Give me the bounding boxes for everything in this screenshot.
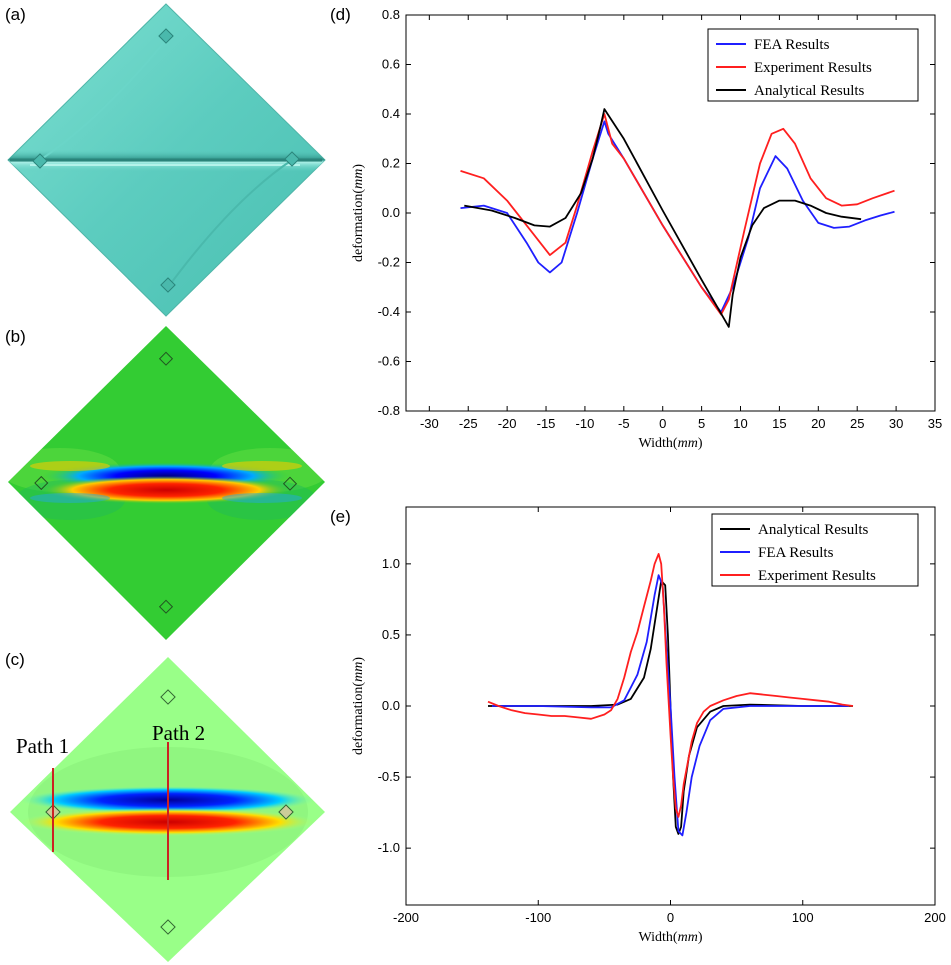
series-line-analytical-results — [464, 108, 862, 328]
y-tick-label: 0.6 — [382, 57, 400, 72]
y-tick-label: -0.8 — [378, 403, 400, 418]
x-tick-label: 30 — [889, 416, 903, 431]
x-tick-label: 10 — [733, 416, 747, 431]
x-tick-label: 20 — [811, 416, 825, 431]
y-tick-label: 0.8 — [382, 7, 400, 22]
x-tick-label: -20 — [498, 416, 517, 431]
x-tick-label: 35 — [928, 416, 942, 431]
legend-entry: Analytical Results — [758, 522, 869, 538]
x-tick-label: 15 — [772, 416, 786, 431]
series-line-fea-results — [492, 574, 849, 837]
x-tick-label: 0 — [667, 910, 674, 925]
y-tick-label: 0.2 — [382, 156, 400, 171]
legend-entry: FEA Results — [754, 37, 830, 53]
x-tick-label: 25 — [850, 416, 864, 431]
panel-letter-c: (c) — [5, 650, 25, 669]
legend-entry: Analytical Results — [754, 83, 865, 99]
legend-entry: Experiment Results — [758, 568, 876, 584]
y-tick-label: -0.6 — [378, 354, 400, 369]
x-tick-label: -30 — [420, 416, 439, 431]
legend-entry: Experiment Results — [754, 60, 872, 76]
series-line-experiment-results — [460, 113, 895, 316]
plate-a — [7, 3, 326, 317]
panel-letter-a: (a) — [5, 5, 26, 24]
simulation-images: Path 1 Path 2 — [7, 3, 326, 962]
x-tick-label: 5 — [698, 416, 705, 431]
y-tick-label: -0.4 — [378, 304, 400, 319]
x-tick-label: 200 — [924, 910, 946, 925]
x-tick-label: 0 — [659, 416, 666, 431]
x-axis-label: Width(mm) — [638, 930, 702, 945]
x-tick-label: -100 — [525, 910, 551, 925]
y-tick-label: -0.5 — [378, 769, 400, 784]
chart-d: -30 -25 -20 -15 -10 -5 0 5 10 15 20 25 30 35 -0.8 -0.6 -… — [351, 7, 942, 451]
path-1-label: Path 1 — [16, 734, 69, 758]
panel-letter-b: (b) — [5, 327, 26, 346]
y-axis-label: deformation(mm) — [351, 164, 366, 262]
legend-entry: FEA Results — [758, 545, 834, 561]
y-tick-label: 0.4 — [382, 106, 400, 121]
y-tick-label: -1.0 — [378, 840, 400, 855]
y-tick-label: 0.0 — [382, 698, 400, 713]
plate-b — [8, 326, 325, 640]
y-tick-label: 1.0 — [382, 556, 400, 571]
x-tick-label: 100 — [792, 910, 814, 925]
y-tick-label: 0.0 — [382, 205, 400, 220]
panel-letter-d: (d) — [330, 5, 351, 24]
x-axis-label: Width(mm) — [638, 436, 702, 451]
y-tick-label: 0.5 — [382, 627, 400, 642]
panel-letter-e: (e) — [330, 507, 351, 526]
y-axis-label: deformation(mm) — [351, 657, 366, 755]
x-tick-label: -15 — [537, 416, 556, 431]
x-tick-label: -5 — [618, 416, 630, 431]
series-line-experiment-results — [487, 553, 854, 818]
x-tick-label: -25 — [459, 416, 478, 431]
plate-c: Path 1 Path 2 — [10, 657, 325, 962]
x-tick-label: -10 — [576, 416, 595, 431]
path-2-label: Path 2 — [152, 721, 205, 745]
y-tick-label: -0.2 — [378, 255, 400, 270]
x-tick-label: -200 — [393, 910, 419, 925]
